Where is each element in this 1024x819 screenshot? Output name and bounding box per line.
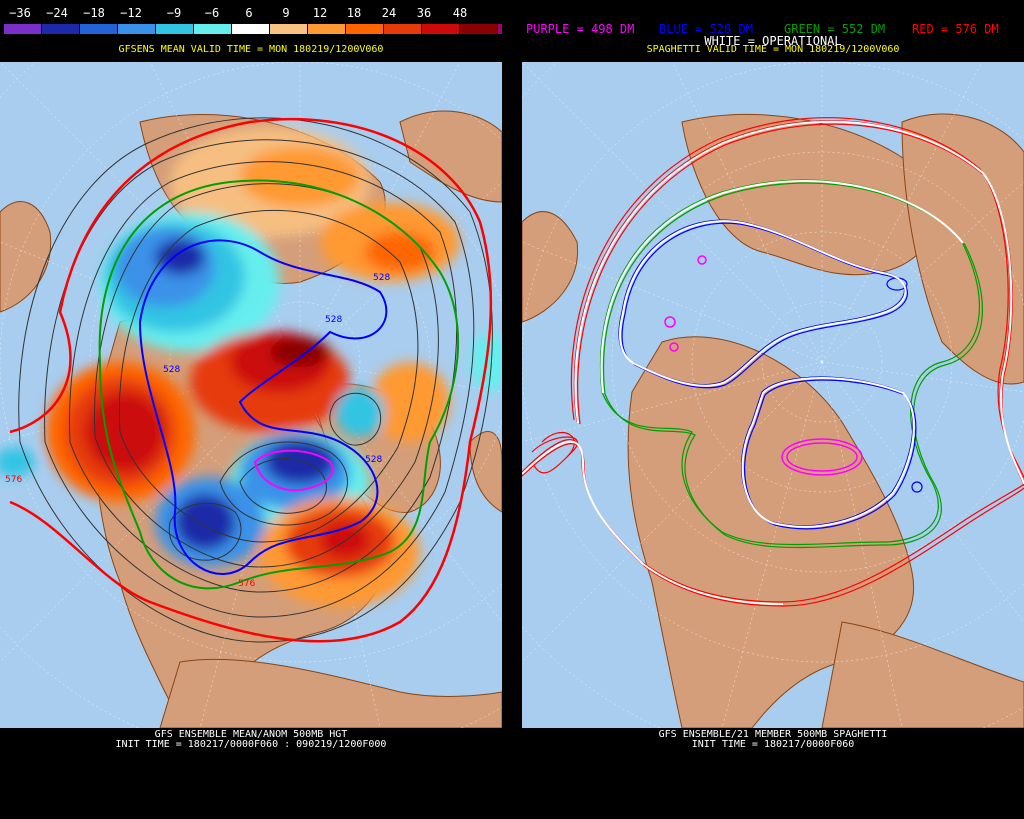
legend-label: 24 — [381, 6, 397, 20]
legend-label: 9 — [282, 6, 290, 20]
contour-label: 576 — [5, 475, 22, 485]
footer-title: GFS ENSEMBLE MEAN/ANOM 500MB HGT — [154, 729, 348, 740]
legend-operational: WHITE = OPERATIONAL — [704, 34, 842, 48]
legend-swatch — [384, 24, 422, 34]
legend-label: −9 — [166, 6, 182, 20]
legend-red: RED = 576 DM — [912, 22, 999, 36]
legend-label: 36 — [416, 6, 432, 20]
anomaly-legend-labels: −36 −24 −18 −12 −9 −6 6 9 12 18 24 36 48 — [0, 6, 502, 20]
contour-528-dm — [138, 239, 388, 575]
legend-label: 18 — [346, 6, 362, 20]
legend-label: −24 — [46, 6, 68, 20]
legend-swatch — [118, 24, 156, 34]
legend-label: −12 — [120, 6, 142, 20]
anomaly-color-legend — [4, 24, 502, 34]
contour-498-dm — [253, 449, 334, 492]
contour-552-dm — [98, 179, 460, 590]
legend-swatch — [232, 24, 270, 34]
contour-576-dm — [9, 117, 493, 643]
legend-label: 6 — [245, 6, 253, 20]
spaghetti-map — [522, 62, 1024, 728]
contour-498-spaghetti — [664, 255, 863, 476]
contour-label: 528 — [373, 273, 390, 283]
legend-label: −18 — [83, 6, 105, 20]
footer-init-time: INIT TIME = 180217/0000F060 — [691, 739, 855, 750]
contour-label: 576 — [238, 579, 255, 589]
legend-label: 48 — [452, 6, 468, 20]
legend-swatch — [194, 24, 232, 34]
footer-init-time: INIT TIME = 180217/0000F060 : 090219/120… — [115, 739, 387, 750]
legend-swatch — [460, 24, 498, 34]
legend-swatch — [308, 24, 346, 34]
contour-label: 528 — [163, 365, 180, 375]
legend-swatch — [498, 24, 502, 34]
ensemble-mean-panel: −36 −24 −18 −12 −9 −6 6 9 12 18 24 36 48… — [0, 0, 502, 819]
mean-map-svg: 528 528 528 528 576 576 — [0, 62, 502, 728]
valid-time-label: SPAGHETTI VALID TIME = MON 180219/1200V0… — [646, 44, 900, 55]
legend-swatch — [156, 24, 194, 34]
legend-swatch — [4, 24, 42, 34]
contour-label: 528 — [365, 455, 382, 465]
contour-label: 528 — [325, 315, 342, 325]
legend-blue: BLUE = 528 DM — [659, 22, 753, 36]
footer-title: GFS ENSEMBLE/21 MEMBER 500MB SPAGHETTI — [658, 729, 888, 740]
legend-swatch — [80, 24, 118, 34]
legend-label: 12 — [312, 6, 328, 20]
panel-divider — [502, 0, 522, 819]
valid-time-label: GFSENS MEAN VALID TIME = MON 180219/1200… — [118, 44, 384, 55]
legend-swatch — [346, 24, 384, 34]
lat-lon-grid — [522, 62, 1024, 728]
spaghetti-panel: PURPLE = 498 DM BLUE = 528 DM GREEN = 55… — [522, 0, 1024, 819]
operational-contours — [522, 120, 1024, 605]
height-contours — [18, 117, 493, 643]
legend-swatch — [270, 24, 308, 34]
legend-swatch — [422, 24, 460, 34]
ensemble-mean-map: 528 528 528 528 576 576 — [0, 62, 502, 728]
legend-label: −36 — [9, 6, 31, 20]
legend-purple: PURPLE = 498 DM — [526, 22, 635, 36]
legend-green: GREEN = 552 DM — [784, 22, 886, 36]
spaghetti-map-svg — [522, 62, 1024, 728]
legend-label: −6 — [204, 6, 220, 20]
legend-swatch — [42, 24, 80, 34]
land-masses — [522, 113, 1024, 728]
